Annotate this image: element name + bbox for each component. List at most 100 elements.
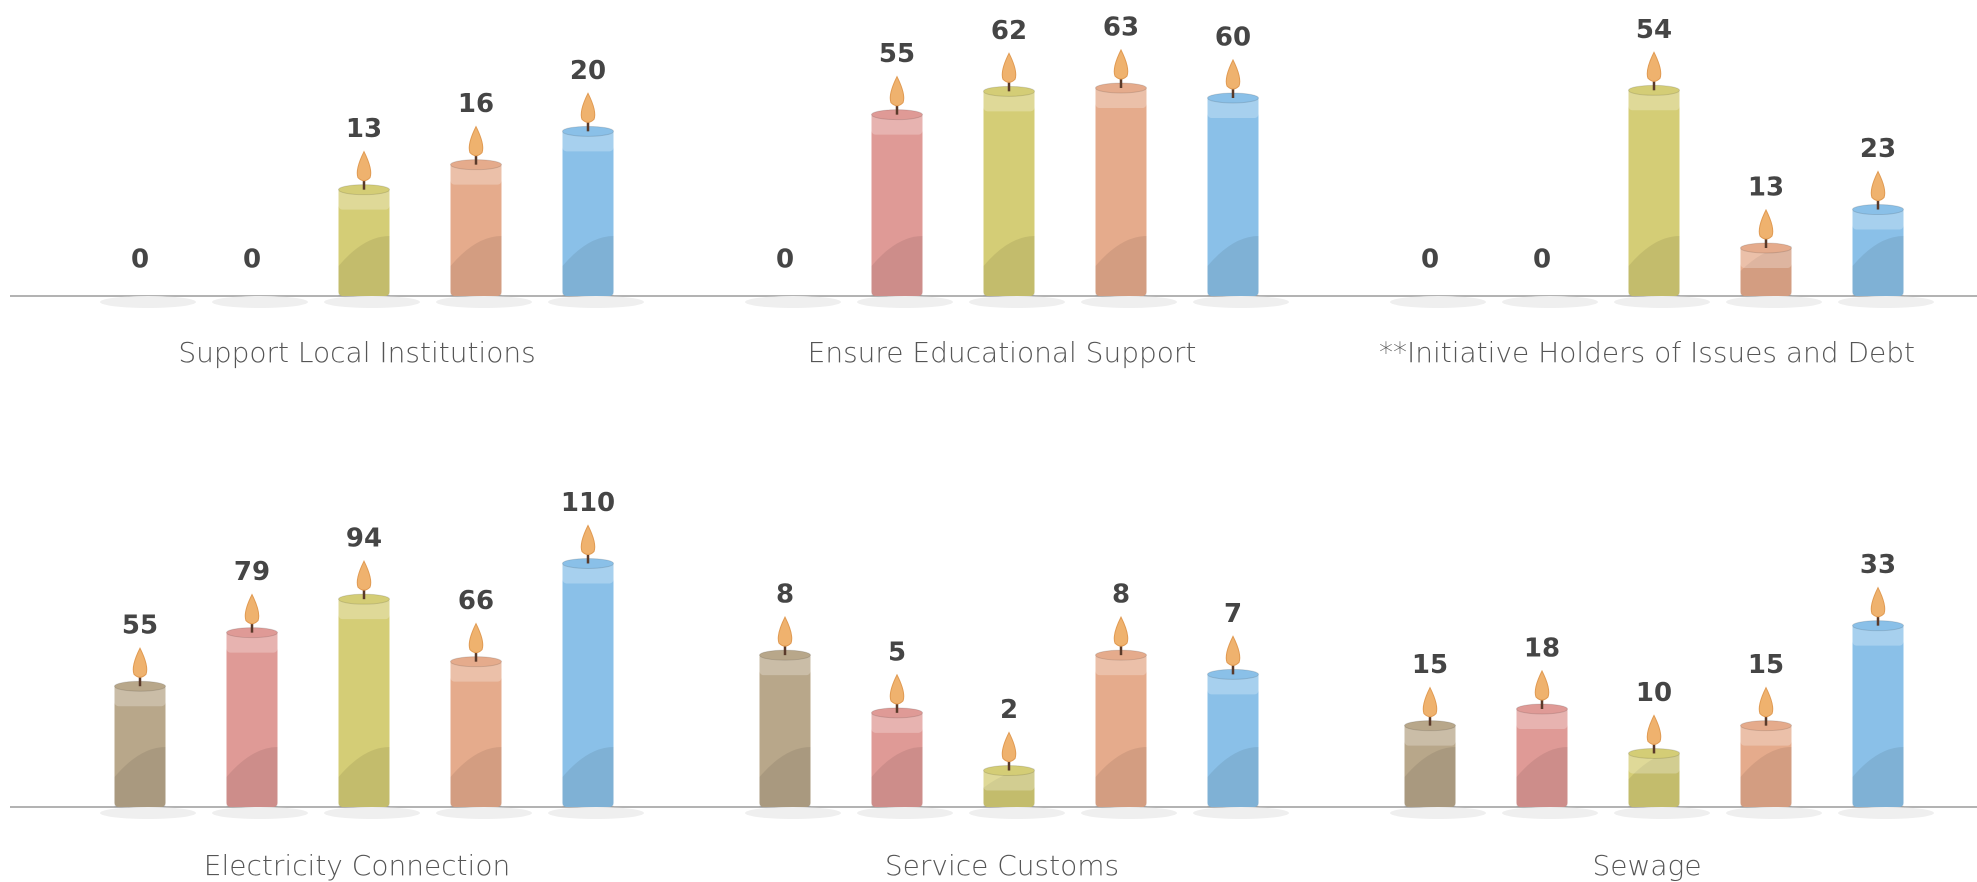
flame bbox=[1422, 686, 1438, 718]
candle-shadow bbox=[1726, 807, 1822, 819]
candle-shade bbox=[1628, 751, 1680, 807]
candle-shadow bbox=[324, 807, 420, 819]
candle-shade bbox=[114, 747, 166, 807]
flame bbox=[1758, 686, 1774, 718]
value-label: 66 bbox=[458, 586, 494, 616]
candle-shadow bbox=[1193, 296, 1289, 308]
value-label: 5 bbox=[888, 637, 906, 667]
candle-shadow bbox=[1081, 807, 1177, 819]
value-label: 94 bbox=[346, 524, 382, 554]
candle-shadow bbox=[1614, 807, 1710, 819]
candle-shadow bbox=[1726, 296, 1822, 308]
candle bbox=[1516, 707, 1568, 807]
candle-shadow bbox=[1502, 296, 1598, 308]
candle-shadow bbox=[1390, 296, 1486, 308]
candle-shadow bbox=[1390, 807, 1486, 819]
flame bbox=[580, 92, 596, 123]
value-label: 63 bbox=[1103, 13, 1139, 43]
flame bbox=[244, 593, 260, 625]
candle bbox=[1628, 751, 1680, 807]
value-label: 8 bbox=[1112, 580, 1130, 610]
value-label: 20 bbox=[570, 56, 606, 86]
candle bbox=[562, 129, 614, 296]
candle-shadow bbox=[1838, 807, 1934, 819]
flame bbox=[468, 125, 484, 157]
candle bbox=[226, 630, 278, 807]
candle-shade bbox=[1404, 747, 1456, 807]
candle-shade bbox=[1207, 236, 1259, 296]
candle-shadow bbox=[745, 296, 841, 308]
value-label: 79 bbox=[234, 557, 270, 587]
candle-shade bbox=[983, 236, 1035, 296]
candle-shade bbox=[1628, 236, 1680, 296]
candle bbox=[1628, 88, 1680, 296]
candle-shadow bbox=[100, 296, 196, 308]
candle-shade bbox=[338, 236, 390, 296]
candle-shadow bbox=[324, 296, 420, 308]
value-label: 2 bbox=[1000, 695, 1018, 725]
candle bbox=[871, 710, 923, 807]
candle-shade bbox=[562, 747, 614, 807]
candle-shade bbox=[1095, 236, 1147, 296]
candle bbox=[1852, 207, 1904, 296]
value-label: 55 bbox=[122, 611, 158, 641]
flame bbox=[1534, 669, 1550, 701]
value-label: 18 bbox=[1524, 634, 1560, 664]
candle-shadow bbox=[100, 807, 196, 819]
candle-shade bbox=[450, 236, 502, 296]
value-label: 0 bbox=[1533, 245, 1551, 275]
flame bbox=[1646, 51, 1662, 82]
value-label: 55 bbox=[879, 39, 915, 69]
flame bbox=[356, 150, 372, 182]
candle bbox=[1852, 623, 1904, 807]
candle-shade bbox=[338, 747, 390, 807]
candle-shadow bbox=[548, 296, 644, 308]
flame bbox=[1758, 208, 1774, 240]
candle-shadow bbox=[548, 807, 644, 819]
candle-shade bbox=[1852, 236, 1904, 296]
candle-shadow bbox=[212, 296, 308, 308]
value-label: 15 bbox=[1412, 650, 1448, 680]
candle-shade bbox=[562, 236, 614, 296]
flame bbox=[580, 524, 596, 555]
candle bbox=[1207, 672, 1259, 807]
candle-shade bbox=[759, 747, 811, 807]
flame bbox=[1870, 586, 1886, 618]
flame bbox=[777, 616, 793, 647]
candle bbox=[759, 653, 811, 807]
candle-shadow bbox=[1081, 296, 1177, 308]
candle-shade bbox=[871, 747, 923, 807]
candle-shadow bbox=[857, 807, 953, 819]
flame bbox=[1225, 58, 1241, 90]
candle bbox=[1404, 723, 1456, 807]
panel-title: Support Local Institutions bbox=[178, 336, 535, 369]
flame bbox=[889, 673, 905, 705]
flame bbox=[1646, 714, 1662, 745]
candle-shadow bbox=[969, 296, 1065, 308]
value-label: 62 bbox=[991, 16, 1027, 46]
candle bbox=[562, 561, 614, 807]
candle-shadow bbox=[436, 807, 532, 819]
value-label: 110 bbox=[561, 488, 615, 518]
value-label: 0 bbox=[776, 245, 794, 275]
candle bbox=[450, 162, 502, 296]
candle-shadow bbox=[969, 807, 1065, 819]
candle-shadow bbox=[1193, 807, 1289, 819]
panel-title: Service Customs bbox=[885, 849, 1119, 882]
value-label: 16 bbox=[458, 89, 494, 119]
flame bbox=[356, 560, 372, 591]
flame bbox=[1001, 52, 1017, 83]
candle bbox=[114, 684, 166, 807]
panel-title: Sewage bbox=[1592, 849, 1701, 882]
candle bbox=[1095, 86, 1147, 296]
flame bbox=[1113, 616, 1129, 647]
value-label: 15 bbox=[1748, 650, 1784, 680]
value-label: 8 bbox=[776, 580, 794, 610]
value-label: 33 bbox=[1860, 550, 1896, 580]
flame bbox=[1113, 48, 1129, 80]
candle bbox=[1095, 653, 1147, 807]
candle-shade bbox=[1740, 747, 1792, 807]
candle-shadow bbox=[1838, 296, 1934, 308]
flame bbox=[889, 75, 905, 107]
